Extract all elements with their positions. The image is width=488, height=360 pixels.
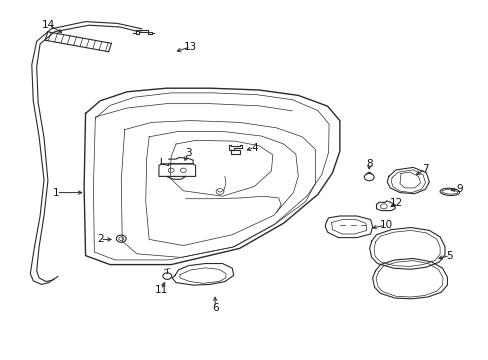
- Text: 12: 12: [388, 198, 402, 208]
- Text: 10: 10: [379, 220, 392, 230]
- Text: 6: 6: [211, 303, 218, 313]
- Text: 13: 13: [183, 42, 197, 52]
- Text: 9: 9: [455, 184, 462, 194]
- Text: 11: 11: [154, 285, 168, 295]
- Text: 8: 8: [365, 159, 372, 169]
- Text: 1: 1: [53, 188, 60, 198]
- Text: 7: 7: [421, 164, 428, 174]
- Text: 2: 2: [97, 234, 103, 244]
- Text: 5: 5: [446, 251, 452, 261]
- Text: 14: 14: [42, 20, 56, 30]
- Text: 3: 3: [184, 148, 191, 158]
- Text: 4: 4: [250, 143, 257, 153]
